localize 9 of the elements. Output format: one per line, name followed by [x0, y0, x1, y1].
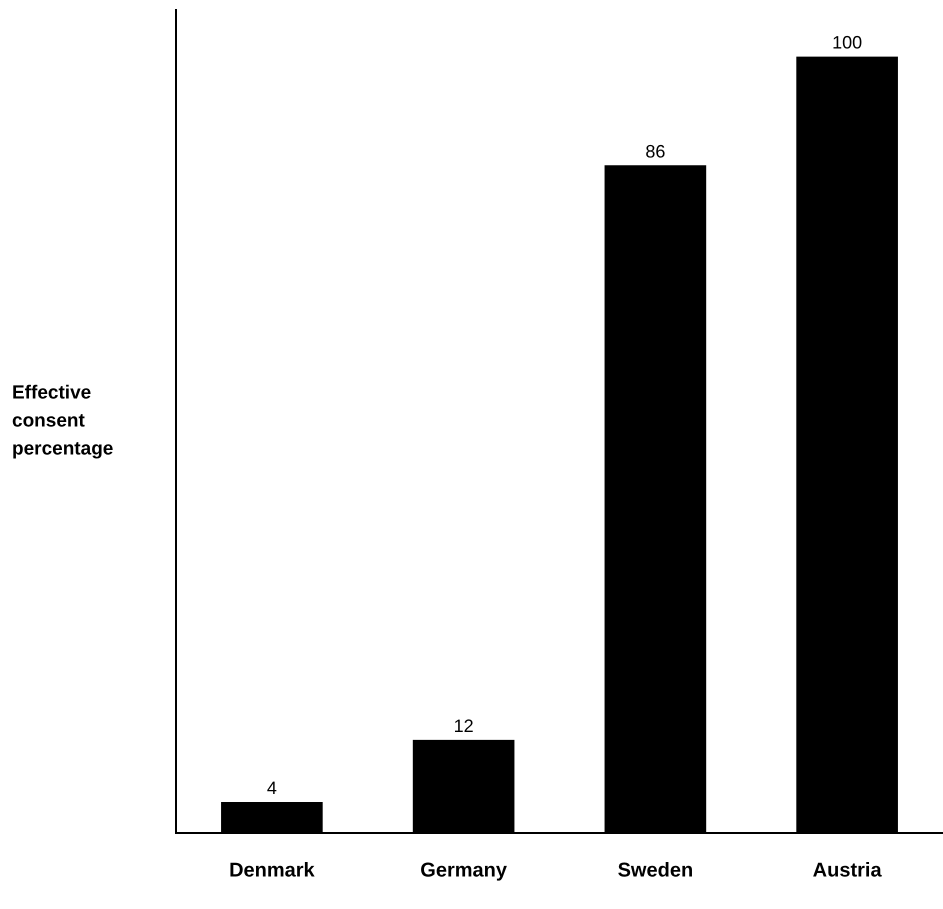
y-axis-title: Effective consent percentage [12, 382, 114, 460]
x-tick-label: Austria [812, 860, 882, 882]
data-label: 86 [645, 141, 666, 162]
x-tick-label: Germany [420, 860, 508, 882]
data-label: 12 [454, 716, 474, 736]
data-label: 100 [832, 32, 862, 53]
x-tick-label: Sweden [618, 860, 694, 882]
x-tick-label: Denmark [229, 860, 316, 882]
data-label: 4 [266, 778, 277, 798]
